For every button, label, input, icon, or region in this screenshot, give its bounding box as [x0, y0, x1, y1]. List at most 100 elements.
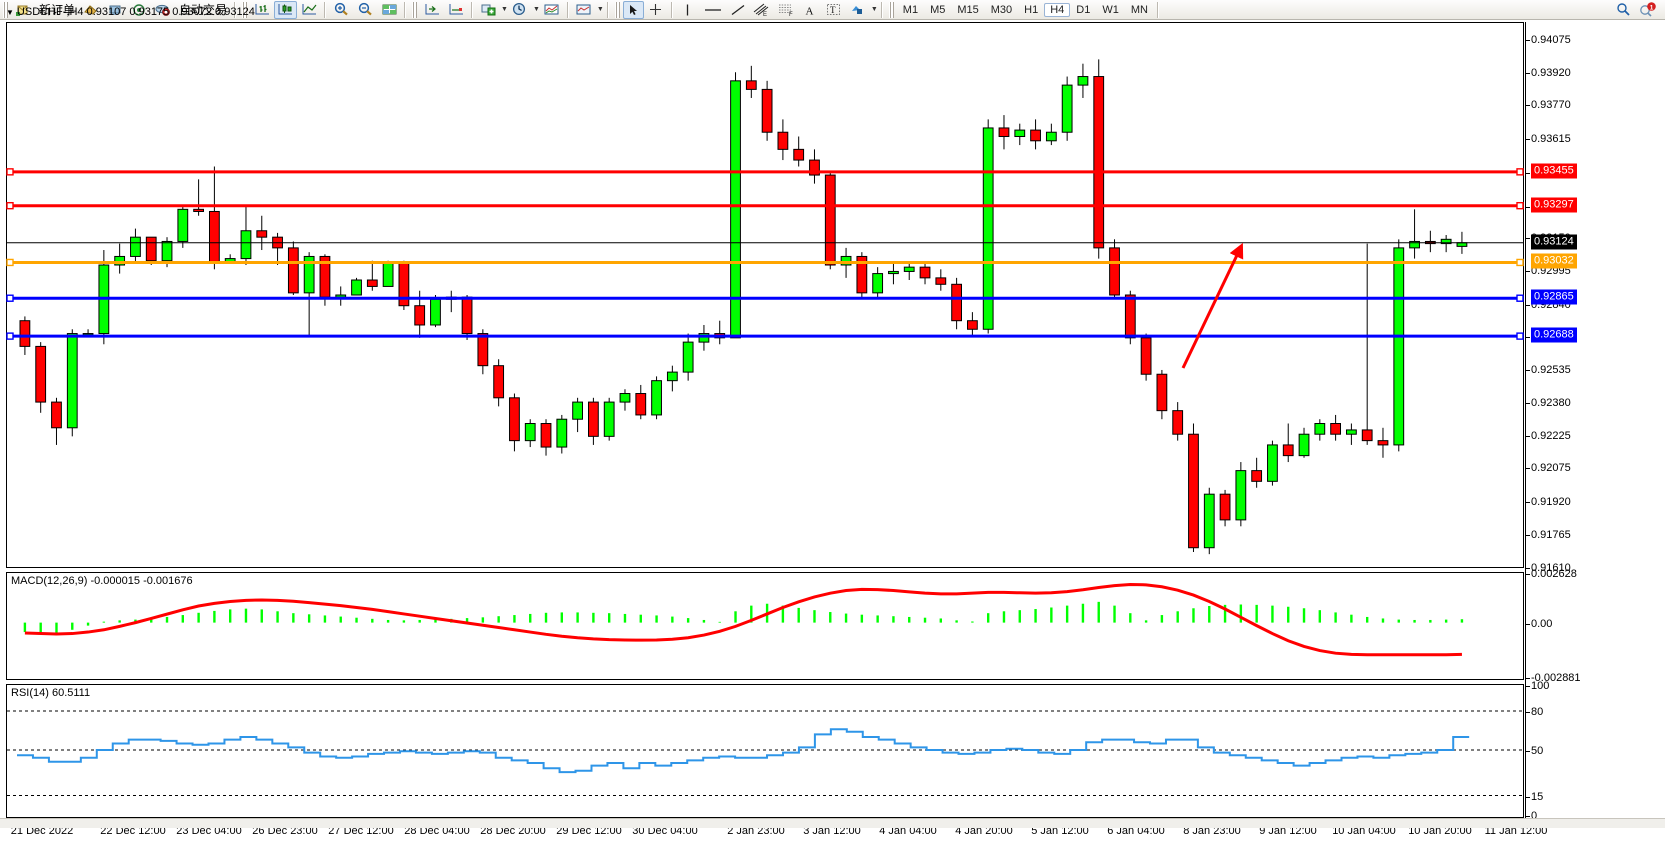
candle-body	[967, 320, 978, 330]
status-bar	[0, 818, 1665, 828]
timeframe-h1[interactable]: H1	[1024, 3, 1039, 16]
candlestick-chart-icon[interactable]	[274, 0, 298, 19]
chart-area[interactable]: ▼ USDCHF-,H4 0.93107 0.93175 0.93072 0.93…	[0, 6, 1665, 837]
search-icon[interactable]	[1611, 1, 1635, 19]
zoom-in-icon[interactable]	[329, 1, 353, 19]
candle-body	[161, 240, 173, 262]
price-tag-resistance-1[interactable]: 0.93455	[1531, 163, 1577, 179]
bar-chart-icon[interactable]	[250, 1, 274, 19]
candle-body	[777, 131, 789, 150]
price-axis[interactable]: 0.94075 0.93920 0.93770 0.93615 0.93455 0.932…	[1525, 22, 1581, 822]
candle-body	[1440, 238, 1452, 245]
add-indicator-icon[interactable]	[476, 1, 500, 19]
macd-signal-line	[24, 582, 1462, 657]
trendline-icon[interactable]	[726, 1, 750, 19]
level-handle-right	[1516, 168, 1524, 176]
new-order-label[interactable]: 新订单	[39, 3, 76, 17]
candle-body	[51, 401, 62, 429]
toolbar-grip-2[interactable]	[242, 1, 248, 18]
auto-trading-label[interactable]: 自动交易	[179, 3, 228, 17]
data-window-icon[interactable]	[79, 1, 103, 19]
candle-body	[809, 159, 820, 176]
price-tick: 0.92535	[1526, 363, 1571, 376]
candle-body	[366, 279, 378, 287]
candle-body	[824, 174, 836, 266]
candle-body	[1219, 493, 1231, 521]
rsi-pane[interactable]: RSI(14) 60.5111	[6, 684, 1524, 818]
chevron-down-icon[interactable]: ▼	[501, 6, 508, 13]
candle-body	[1409, 240, 1420, 249]
timeframe-m30[interactable]: M30	[990, 3, 1013, 16]
toolbar-grip[interactable]	[3, 1, 8, 18]
timeframe-m15[interactable]: M15	[957, 3, 979, 16]
price-tag-support-2[interactable]: 0.92688	[1531, 327, 1577, 343]
vertical-line-icon[interactable]	[676, 1, 700, 19]
timeframe-d1[interactable]: D1	[1076, 3, 1091, 16]
timeframe-w1[interactable]: W1	[1102, 3, 1119, 16]
timeframe-mn[interactable]: MN	[1130, 3, 1148, 16]
chevron-down-icon-3[interactable]: ▼	[596, 6, 604, 13]
macd-pane[interactable]: MACD(12,26,9) -0.000015 -0.001676	[6, 572, 1524, 680]
templates-dropdown-icon[interactable]	[572, 1, 596, 19]
line-chart-icon[interactable]	[297, 1, 321, 19]
chart-shift-icon[interactable]	[444, 1, 468, 19]
level-handle-left	[6, 168, 14, 176]
crosshair-icon[interactable]	[644, 1, 668, 19]
price-tag-bid-price[interactable]: 0.93124	[1531, 234, 1577, 250]
text-icon[interactable]: A	[798, 1, 822, 19]
grid-icon[interactable]	[377, 1, 401, 19]
auto-scroll-icon[interactable]	[420, 1, 444, 19]
period-icon[interactable]	[508, 1, 532, 19]
navigator-icon[interactable]	[103, 1, 127, 19]
candle-body	[982, 127, 994, 330]
price-tick: 0.93770	[1526, 99, 1571, 112]
auto-trading-icon[interactable]	[151, 1, 175, 19]
equidistant-channel-icon[interactable]: E	[750, 1, 774, 19]
text-label-icon[interactable]: T	[822, 1, 846, 19]
timeframe-m1[interactable]: M1	[902, 3, 919, 16]
candle-body	[35, 345, 47, 403]
fibonacci-icon[interactable]: F	[774, 1, 798, 19]
price-pane[interactable]	[6, 22, 1524, 568]
toolbar-grip-3[interactable]	[412, 1, 418, 18]
price-tag-support-1[interactable]: 0.92865	[1531, 289, 1577, 305]
price-tick: 0.94075	[1526, 34, 1571, 47]
candle-body	[1124, 294, 1136, 339]
chevron-down-icon-4[interactable]: ▼	[870, 6, 878, 13]
svg-text:F: F	[789, 12, 793, 17]
templates-icon[interactable]	[540, 1, 564, 19]
zoom-out-icon[interactable]	[353, 1, 377, 19]
timeframe-h4[interactable]: H4	[1044, 2, 1071, 17]
candle-body	[1203, 493, 1215, 549]
candle-body	[130, 236, 141, 257]
price-axis-line	[1525, 22, 1526, 818]
price-tag-pivot[interactable]: 0.93032	[1531, 253, 1577, 269]
candle-body	[903, 266, 915, 272]
toolbar-grip-4[interactable]	[614, 1, 620, 18]
timeframe-m5[interactable]: M5	[930, 3, 946, 16]
chart-collapse-icon[interactable]: ▼	[6, 8, 14, 17]
chevron-down-icon-2[interactable]: ▼	[532, 6, 540, 13]
candle-body	[919, 266, 931, 279]
shapes-icon[interactable]	[846, 1, 870, 19]
candle-body	[1330, 423, 1341, 435]
bullish-arrow-annotation[interactable]	[7, 23, 1523, 567]
new-order-icon[interactable]	[11, 1, 35, 19]
horizontal-line-icon[interactable]	[700, 1, 726, 19]
alert-icon[interactable]: 1	[1635, 1, 1659, 19]
signals-icon[interactable]	[127, 1, 151, 19]
candle-body	[1156, 373, 1168, 412]
level-lines-layer[interactable]	[6, 23, 1524, 567]
toolbar-grip-5[interactable]	[888, 1, 894, 18]
candle-body	[745, 80, 757, 90]
price-tick: 0.93920	[1526, 67, 1571, 80]
candle-body	[635, 393, 647, 416]
arrow-line	[1181, 242, 1244, 369]
candle-body	[1314, 423, 1326, 435]
candle-body	[1346, 429, 1357, 435]
price-tag-resistance-2[interactable]: 0.93297	[1531, 197, 1577, 213]
cursor-icon[interactable]	[622, 0, 644, 19]
candle-body	[793, 148, 805, 161]
candle-body	[1140, 337, 1152, 375]
candle-body	[114, 255, 126, 266]
